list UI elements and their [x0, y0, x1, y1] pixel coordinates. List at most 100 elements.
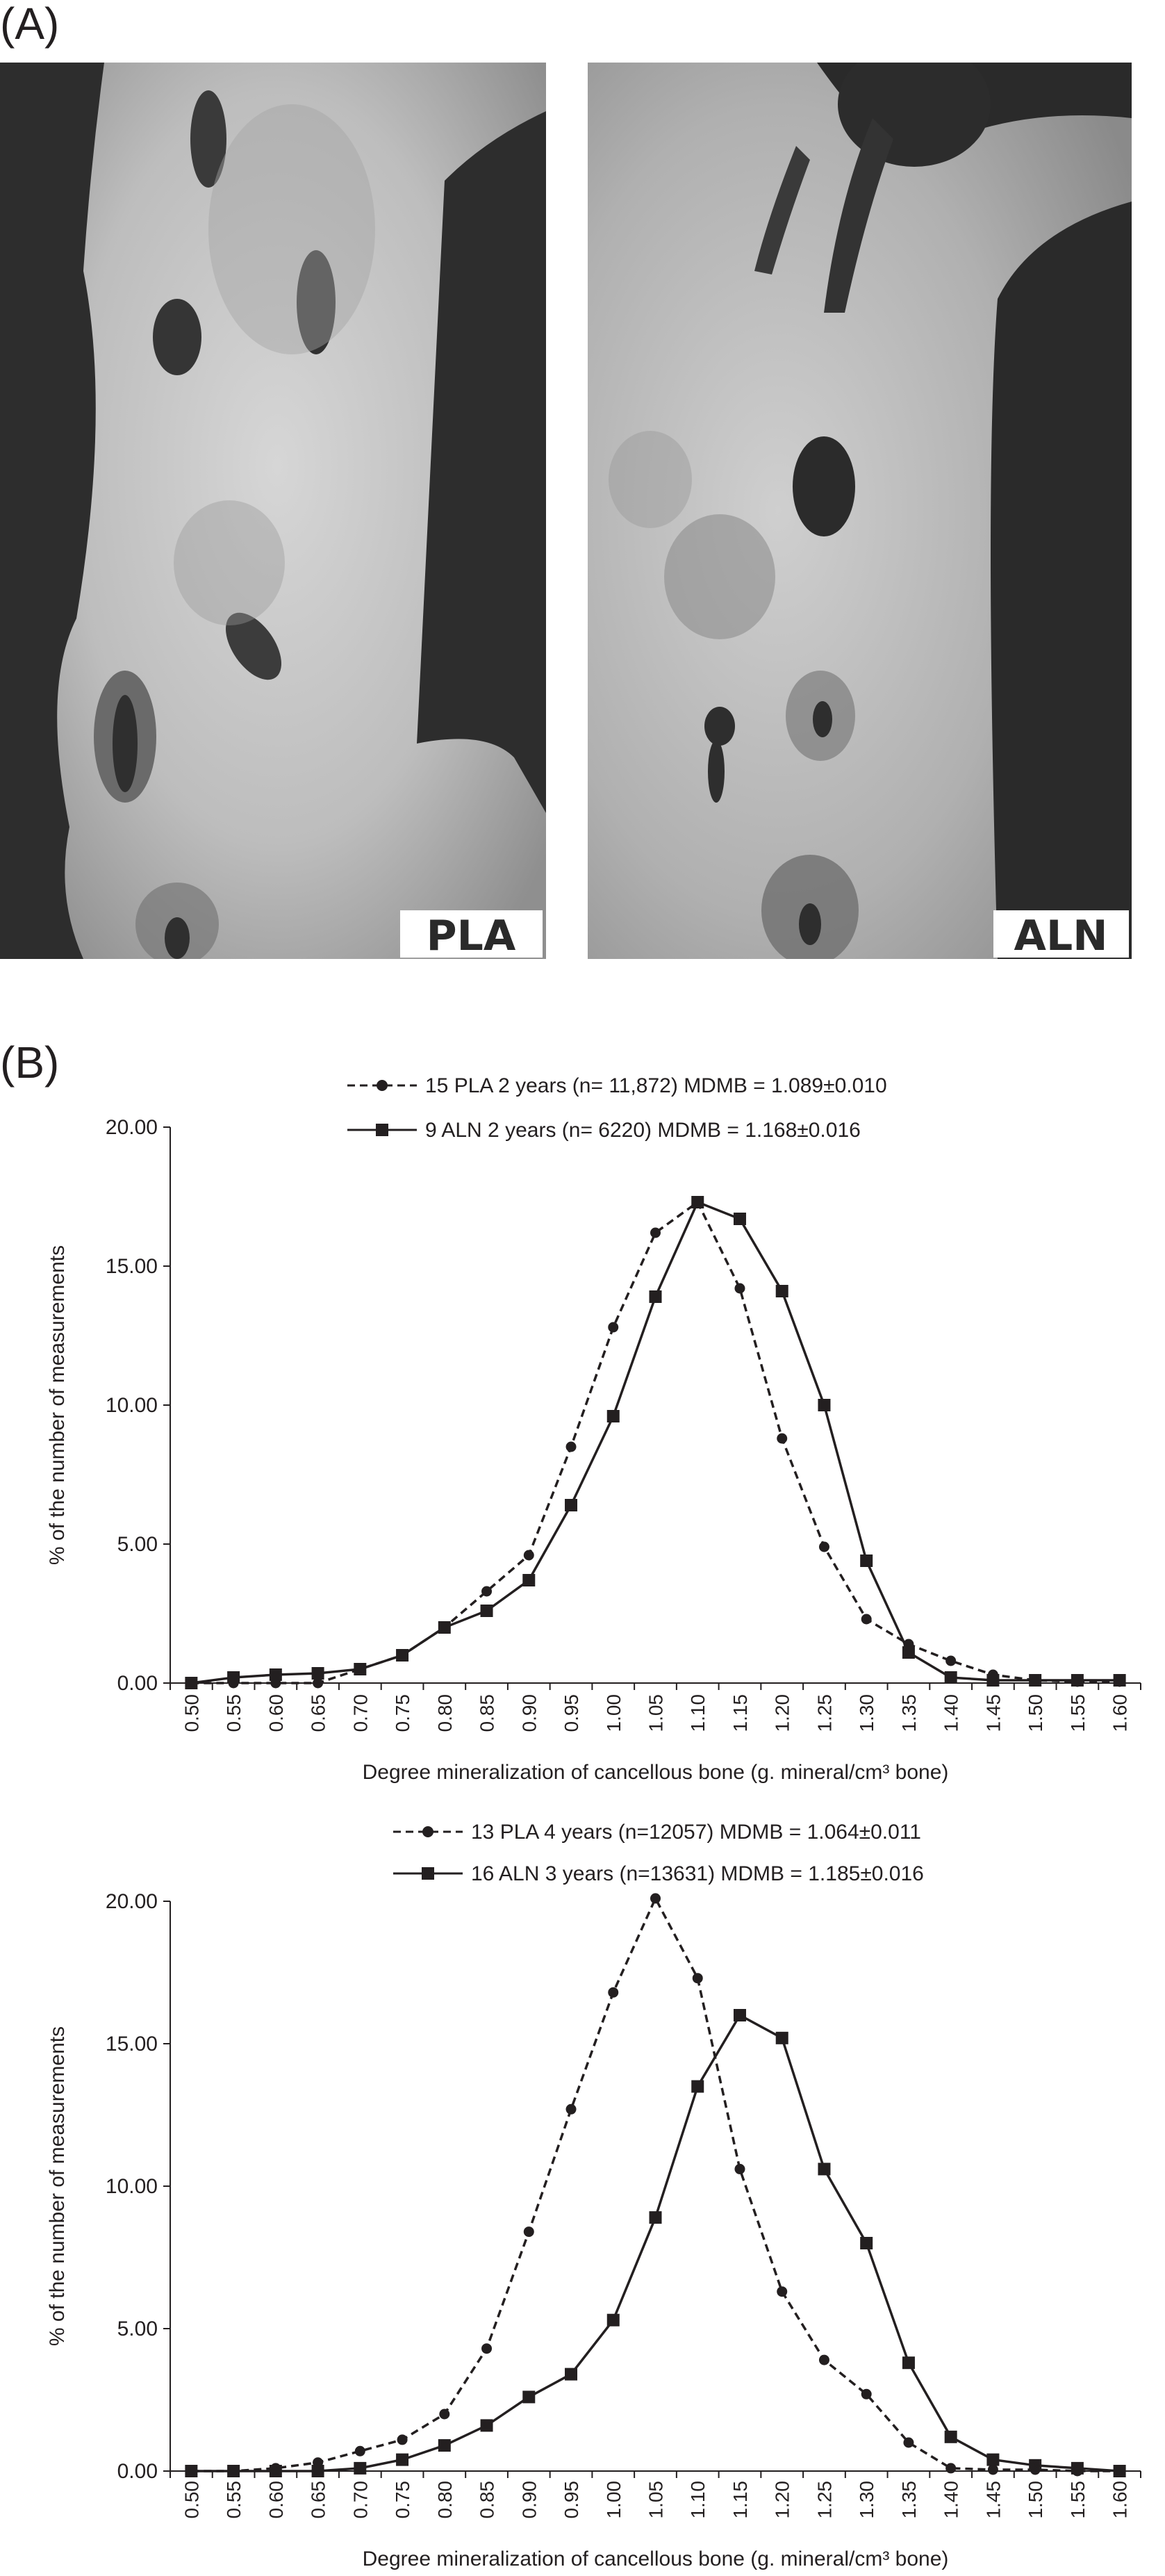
data-point	[1029, 2459, 1042, 2472]
x-tick-label: 1.50	[1025, 2481, 1046, 2519]
x-tick-label: 0.70	[349, 2481, 371, 2519]
x-tick-label: 1.00	[603, 1694, 625, 1732]
x-tick-label: 1.30	[856, 1694, 877, 1732]
x-axis-label: Degree mineralization of cancellous bone…	[363, 2548, 949, 2570]
data-point	[565, 2368, 578, 2381]
data-point	[481, 1586, 493, 1597]
x-tick-label: 1.20	[772, 2481, 793, 2519]
legend-marker	[376, 1124, 388, 1136]
x-tick-label: 0.75	[392, 1694, 413, 1732]
data-point	[608, 1322, 619, 1333]
series-circle	[185, 1893, 1125, 2477]
x-tick-label: 0.85	[477, 1694, 498, 1732]
data-point	[734, 2163, 745, 2174]
series-line	[191, 2013, 1120, 2472]
x-tick-label: 1.40	[941, 1694, 962, 1732]
y-tick-label: 10.00	[106, 2175, 158, 2198]
series-line	[191, 1200, 1120, 1684]
x-tick-label: 0.55	[223, 1694, 245, 1732]
x-tick-label: 0.85	[477, 2481, 498, 2519]
data-point	[860, 2237, 873, 2249]
x-tick-label: 1.50	[1025, 1694, 1046, 1732]
x-tick-label: 1.45	[982, 1694, 1004, 1732]
y-tick-label: 10.00	[106, 1394, 158, 1417]
chart-4-years: 13 PLA 4 years (n=12057) MDMB = 1.064±0.…	[46, 1821, 1141, 2570]
y-tick-label: 20.00	[106, 1116, 158, 1139]
x-tick-label: 0.75	[392, 2481, 413, 2519]
data-point	[523, 1550, 534, 1561]
panel-label-a: (A)	[0, 0, 60, 49]
legend-entry-circle: 13 PLA 4 years (n=12057) MDMB = 1.064±0.…	[393, 1821, 921, 1844]
data-point	[480, 2419, 493, 2432]
micrograph-pla: PLA	[0, 63, 546, 959]
x-tick-label: 0.65	[308, 2481, 329, 2519]
x-tick-label: 0.65	[308, 1694, 329, 1732]
data-point	[987, 2464, 998, 2475]
series-line	[191, 1895, 1120, 2472]
data-point	[480, 1605, 493, 1617]
x-tick-label: 0.95	[561, 2481, 582, 2519]
y-tick-label: 20.00	[106, 1890, 158, 1913]
legend-entry-square: 16 ALN 3 years (n=13631) MDMB = 1.185±0.…	[393, 1862, 924, 1885]
x-tick-label: 1.05	[645, 1694, 667, 1732]
data-point	[649, 2211, 662, 2224]
legend-marker	[377, 1080, 388, 1091]
data-point	[775, 2031, 788, 2044]
x-tick-label: 1.60	[1109, 2481, 1131, 2519]
data-point	[733, 1213, 746, 1225]
y-tick-label: 5.00	[117, 1533, 158, 1556]
x-tick-label: 0.90	[518, 1694, 540, 1732]
data-point	[185, 2465, 198, 2477]
data-point	[986, 2453, 1000, 2466]
y-axis-label: % of the number of measurements	[46, 1245, 69, 1565]
y-tick-label: 15.00	[106, 1255, 158, 1278]
data-point	[903, 2437, 914, 2448]
data-point	[606, 2313, 620, 2327]
data-point	[396, 2453, 409, 2466]
data-point	[775, 1285, 788, 1297]
series-line	[191, 1200, 1120, 1684]
data-point	[438, 2439, 451, 2452]
data-point	[523, 2226, 534, 2238]
data-point	[354, 2461, 367, 2475]
data-point	[311, 1667, 324, 1680]
y-tick-label: 15.00	[106, 2033, 158, 2056]
data-point	[396, 1649, 409, 1662]
x-tick-label: 1.35	[898, 1694, 920, 1732]
data-point	[1029, 1674, 1042, 1687]
data-point	[565, 1441, 577, 1452]
data-point	[818, 2354, 829, 2365]
data-point	[733, 2009, 746, 2021]
x-tick-label: 1.10	[687, 1694, 709, 1732]
data-point	[311, 2465, 324, 2477]
x-tick-label: 1.40	[941, 2481, 962, 2519]
data-point	[1113, 2465, 1126, 2477]
data-point	[481, 2343, 493, 2354]
data-point	[860, 1554, 873, 1567]
legend-entry-circle: 15 PLA 2 years (n= 11,872) MDMB = 1.089±…	[347, 1074, 887, 1097]
data-point	[354, 2445, 365, 2456]
data-point	[522, 1574, 536, 1586]
data-point	[185, 1677, 198, 1689]
x-tick-label: 0.60	[265, 1694, 287, 1732]
x-tick-label: 1.15	[729, 1694, 751, 1732]
data-point	[313, 1677, 324, 1689]
data-point	[397, 2434, 408, 2445]
series-square	[185, 1196, 1126, 1689]
x-tick-label: 0.60	[265, 2481, 287, 2519]
data-point	[522, 2390, 536, 2404]
x-tick-label: 1.60	[1109, 1694, 1131, 1732]
data-point	[818, 1541, 829, 1552]
x-tick-label: 0.90	[518, 2481, 540, 2519]
series-square	[185, 2009, 1126, 2477]
data-point	[777, 1433, 788, 1444]
data-point	[944, 1671, 957, 1684]
data-point	[608, 1987, 619, 1998]
legend-marker	[422, 1867, 434, 1880]
x-tick-label: 1.05	[645, 2481, 667, 2519]
x-tick-label: 1.35	[898, 2481, 920, 2519]
micrograph-tag-pla: PLA	[427, 912, 516, 959]
data-point	[861, 1614, 872, 1625]
x-tick-label: 1.45	[982, 2481, 1004, 2519]
micrograph-tag-aln: ALN	[1014, 912, 1108, 959]
